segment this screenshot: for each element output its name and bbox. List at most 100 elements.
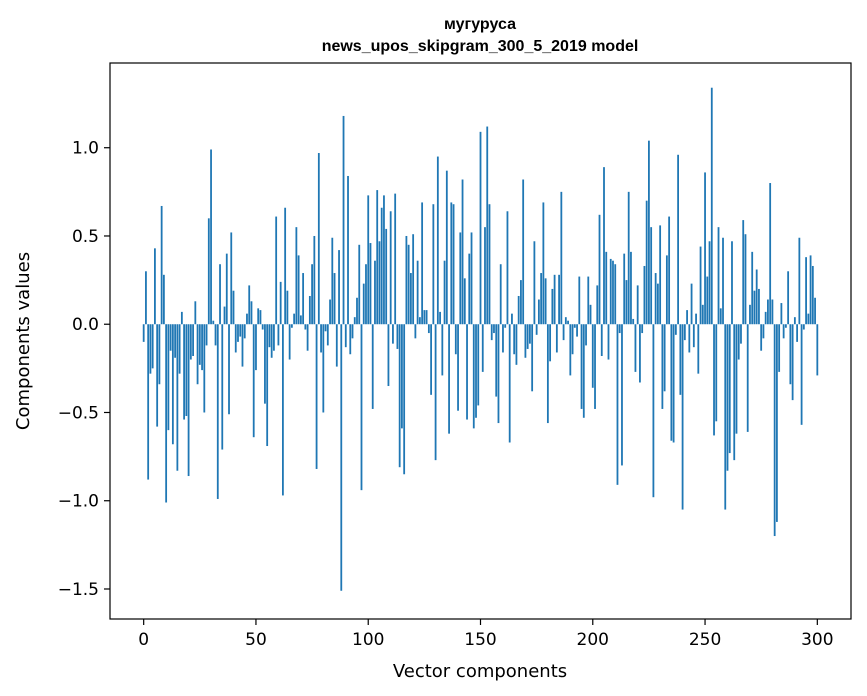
y-tick-label: 0.0: [72, 315, 99, 335]
bar: [315, 324, 318, 469]
bar: [776, 324, 778, 522]
bar: [443, 260, 446, 325]
bar: [331, 237, 334, 325]
bar: [701, 304, 704, 325]
bar: [333, 273, 336, 325]
bar: [311, 264, 313, 325]
bar: [531, 324, 534, 392]
bar: [524, 324, 527, 358]
bar: [762, 324, 765, 339]
bar: [376, 190, 379, 325]
bar: [769, 183, 772, 325]
bar: [165, 324, 168, 503]
bar: [403, 324, 406, 475]
bar: [394, 193, 397, 325]
bar: [486, 126, 489, 325]
bar: [513, 324, 516, 355]
bar: [600, 324, 603, 356]
bar: [571, 324, 574, 355]
bar: [349, 324, 352, 355]
bar: [582, 324, 585, 418]
bar: [587, 276, 590, 325]
bar: [154, 248, 156, 325]
bar: [266, 324, 269, 447]
bar: [791, 324, 794, 401]
bar: [180, 311, 183, 325]
x-tick-label: 100: [352, 630, 384, 650]
bar: [719, 308, 722, 325]
bar: [405, 235, 408, 325]
y-axis-label: Components values: [13, 252, 34, 430]
bar: [257, 308, 260, 325]
bar: [324, 324, 327, 332]
bar: [463, 278, 466, 325]
bar: [789, 324, 792, 385]
bar: [614, 264, 617, 325]
bar: [562, 324, 565, 341]
bar: [387, 324, 390, 387]
bar: [255, 324, 257, 371]
bar: [780, 303, 783, 325]
bar: [802, 324, 805, 330]
bar: [603, 167, 605, 325]
bar: [798, 237, 801, 325]
y-tick-label: −1.5: [58, 580, 99, 600]
bar: [360, 324, 363, 491]
bar: [392, 324, 394, 344]
bar: [654, 273, 657, 325]
bar: [347, 175, 349, 325]
bar: [234, 324, 237, 353]
bar: [342, 115, 345, 325]
x-tick-label: 200: [577, 630, 609, 650]
bar: [174, 324, 177, 358]
bar: [809, 255, 812, 325]
bar: [699, 246, 702, 325]
bar: [645, 200, 648, 325]
bar: [511, 313, 513, 325]
bar: [156, 324, 159, 427]
bar: [578, 276, 581, 325]
x-tick-label: 0: [138, 630, 149, 650]
bar: [697, 324, 700, 374]
bar: [432, 204, 435, 325]
bar: [540, 273, 543, 325]
bar: [764, 311, 767, 325]
bar: [811, 265, 814, 325]
bar: [520, 280, 522, 325]
bar: [767, 299, 769, 325]
bar: [681, 324, 684, 510]
bar: [425, 310, 428, 325]
bar: [306, 324, 309, 351]
bar: [706, 276, 709, 325]
bar: [690, 283, 693, 325]
bar: [201, 324, 203, 371]
bar: [695, 313, 697, 325]
bar: [268, 324, 271, 348]
bar: [299, 315, 302, 325]
bar: [625, 280, 628, 325]
bar: [457, 324, 459, 411]
bar: [805, 257, 807, 325]
bar: [445, 170, 448, 325]
bar: [427, 324, 430, 334]
bar: [145, 271, 147, 325]
bar: [214, 324, 217, 346]
bar: [340, 324, 343, 591]
y-tick-label: −1.0: [58, 492, 99, 512]
bar: [261, 324, 264, 330]
bar: [661, 324, 664, 409]
bar: [320, 324, 322, 353]
bar: [735, 324, 738, 434]
bar: [147, 324, 150, 480]
bar: [753, 290, 756, 325]
bar: [279, 281, 282, 325]
x-tick-label: 250: [689, 630, 721, 650]
bar: [708, 241, 711, 325]
bar: [250, 301, 253, 325]
bar: [652, 324, 655, 498]
bar: [641, 324, 644, 334]
bar: [232, 290, 235, 325]
bar: [378, 241, 381, 325]
bar: [317, 153, 320, 325]
bar: [796, 324, 799, 342]
